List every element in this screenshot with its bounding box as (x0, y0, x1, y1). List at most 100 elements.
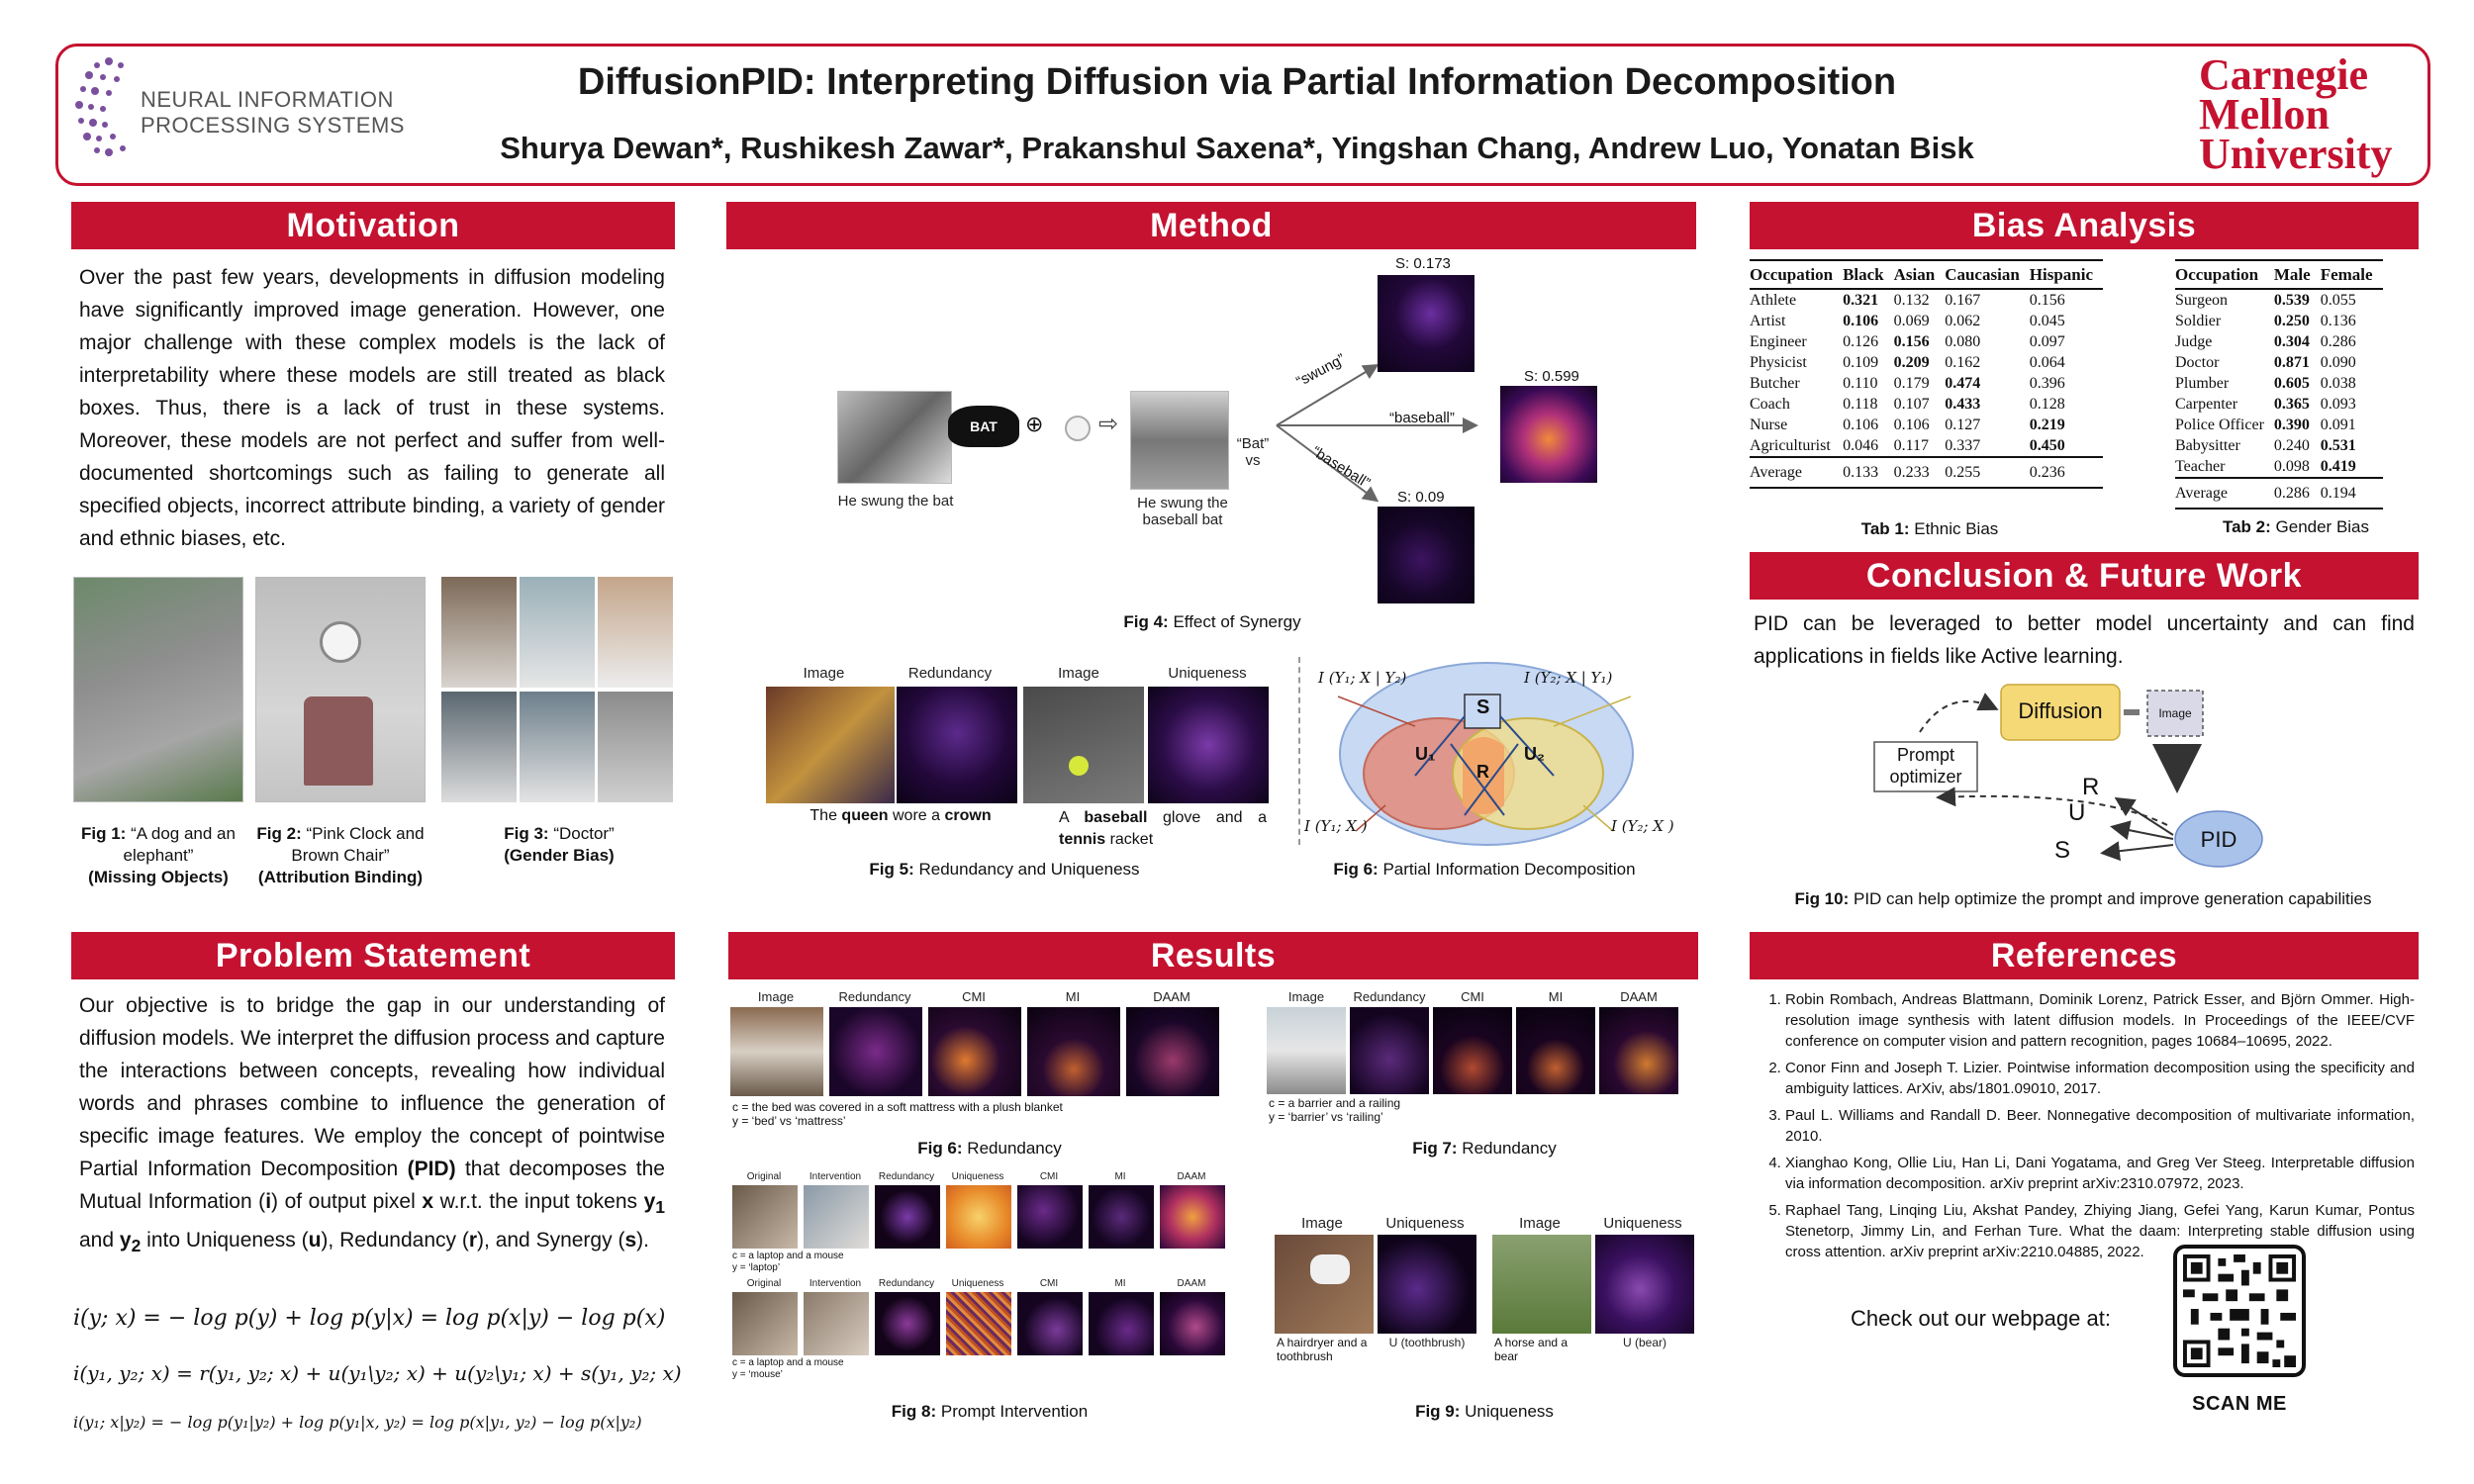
ethnic-table-cell: 0.219 (2029, 417, 2065, 433)
gender-table-cell: Judge (2175, 333, 2213, 350)
res-fig6-caption: Fig 6: Redundancy (851, 1138, 1128, 1159)
neurips-logo-icon (75, 57, 126, 156)
gender-average-row: Average 0.286 0.194 (2175, 477, 2383, 510)
doctor-image-4 (441, 692, 517, 802)
fig6-label-r: R (1476, 762, 1489, 782)
cmu-line-2: Mellon (2199, 90, 2330, 139)
res-fig6-note2: y = ‘bed’ vs ‘mattress’ (732, 1114, 846, 1128)
fig5-uniqueness-heatmap (1148, 687, 1269, 803)
ethnic-table-cell: Coach (1750, 396, 1790, 413)
fig6-pid-caption-text: Partial Information Decomposition (1382, 860, 1636, 879)
problem-p6: ), Redundancy ( (321, 1229, 469, 1252)
ethnic-average-cell: Average (1750, 456, 1844, 489)
scan-me-label: SCAN ME (2192, 1393, 2287, 1415)
doctor-image-3 (598, 577, 673, 688)
res-fig9-c4: U (bear) (1622, 1336, 1666, 1349)
res-fig7-caption: Fig 7: Redundancy (1366, 1138, 1603, 1159)
chair-icon (304, 696, 373, 786)
ethnic-table-row: Physicist 0.109 0.209 0.162 0.064 (1750, 352, 2103, 373)
conclusion-heading: Conclusion & Future Work (1750, 552, 2419, 600)
qr-code[interactable] (2173, 1245, 2306, 1377)
fig6-label-bot-right: I (Y₂; X ) (1611, 817, 1674, 835)
equation-2: i(y₁, y₂; x) = r(y₁, y₂; x) + u(y₁\y₂; x… (73, 1361, 682, 1385)
ethnic-table-cell: 0.209 (1893, 354, 1930, 371)
ethnic-table-row: Coach 0.118 0.107 0.433 0.128 (1750, 394, 2103, 415)
gender-table-cell: 0.390 (2273, 417, 2310, 433)
fig4-bat-animal-image (837, 391, 952, 484)
ethnic-table-cell: 0.046 (1843, 437, 1879, 454)
gender-table-cell: 0.090 (2320, 354, 2356, 371)
problem-p2: that decomposes the Mutual Information ( (79, 1158, 665, 1213)
res-fig8-h4: CMI (1039, 1171, 1059, 1182)
ethnic-col-header: Caucasian (1945, 259, 2030, 290)
fig5-cr-baseball: baseball (1084, 809, 1148, 826)
ethnic-table-cell: 0.450 (2029, 437, 2065, 454)
fig6-label-bot-left: I (Y₁; X ) (1304, 817, 1368, 835)
poster-authors: Shurya Dewan*, Rushikesh Zawar*, Prakans… (500, 131, 1974, 165)
ethnic-table-row: Athlete 0.321 0.132 0.167 0.156 (1750, 289, 2103, 311)
fig3-doctor-grid (441, 577, 673, 802)
res-fig8-daam-1 (1160, 1185, 1225, 1249)
ethnic-col-header: Black (1843, 259, 1894, 290)
res-fig7-railing-image (1267, 1007, 1346, 1094)
cmu-line-3: University (2199, 130, 2393, 178)
ethnic-table-cell: 0.156 (1893, 333, 1930, 350)
gender-table-row: Soldier 0.250 0.136 (2175, 311, 2383, 331)
references-list: Robin Rombach, Andreas Blattmann, Domini… (1771, 989, 2415, 1268)
fig10-image-label: Image (2158, 706, 2192, 720)
webpage-text: Check out our webpage at: (1851, 1306, 2111, 1331)
problem-s: s (624, 1229, 637, 1252)
fig5-cr-2: glove and a (1162, 809, 1267, 826)
res-fig8-r2-h4: CMI (1039, 1278, 1059, 1289)
clock-icon (320, 621, 361, 663)
res-fig6-caption-text: Redundancy (967, 1139, 1062, 1158)
fig10-caption: Fig 10: PID can help optimize the prompt… (1752, 888, 2415, 910)
fig1-elephant-image (73, 577, 243, 802)
ethnic-table-cell: Agriculturist (1750, 437, 1831, 454)
tab2-caption-text: Gender Bias (2275, 517, 2370, 536)
ethnic-table-cell: 0.156 (2029, 292, 2065, 309)
reference-item: Robin Rombach, Andreas Blattmann, Domini… (1785, 989, 2415, 1052)
gender-table-cell: 0.286 (2320, 333, 2356, 350)
tab1-caption-text: Ethnic Bias (1914, 519, 1999, 538)
res-fig7-caption-text: Redundancy (1462, 1139, 1557, 1158)
fig5-cr-3: racket (1109, 831, 1154, 848)
res-fig6-note1: c = the bed was covered in a soft mattre… (732, 1100, 1063, 1114)
batman-logo-text: BAT (970, 418, 998, 434)
problem-p8: ). (636, 1229, 649, 1252)
fig5-cr-tennis: tennis (1059, 831, 1106, 848)
ethnic-table-cell: 0.396 (2029, 375, 2065, 392)
fig5-cl-queen: queen (841, 807, 889, 824)
header-banner (55, 44, 2430, 186)
res-fig7-h0: Image (1287, 989, 1325, 1004)
res-fig8-h2: Redundancy (878, 1171, 935, 1182)
method-divider (1298, 657, 1300, 845)
gender-table-row: Doctor 0.871 0.090 (2175, 352, 2383, 373)
res-fig8-r2-h3: Uniqueness (951, 1278, 1004, 1289)
gender-table-cell: 0.419 (2320, 458, 2356, 475)
res-fig8-uniqueness-1 (946, 1185, 1011, 1249)
ethnic-average-row: Average 0.133 0.233 0.255 0.236 (1750, 456, 2104, 489)
problem-text: Our objective is to bridge the gap in ou… (79, 989, 665, 1262)
ethnic-table-cell: 0.179 (1893, 375, 1930, 392)
res-fig8-intervention-2 (804, 1292, 869, 1355)
fig5-cl-2: wore a (893, 807, 941, 824)
res-fig9-c1: A hairdryer and a toothbrush (1277, 1336, 1367, 1363)
problem-p3: ) of output pixel (271, 1190, 416, 1213)
cmu-logo: Carnegie Mellon University (2199, 53, 2393, 178)
doctor-image-6 (598, 692, 673, 802)
res-fig8-r2-h1: Intervention (809, 1278, 862, 1289)
fig4-baseball-player-image (1130, 391, 1229, 490)
fig10-diagram (1873, 684, 2263, 868)
motivation-text: Over the past few years, developments in… (79, 266, 665, 550)
reference-item: Conor Finn and Joseph T. Lizier. Pointwi… (1785, 1058, 2415, 1099)
fig1-text: “A dog and an elephant” (123, 824, 236, 865)
ethnic-table-cell: Nurse (1750, 417, 1788, 433)
fig5-cl-crown: crown (944, 807, 992, 824)
fig5-cl-1: The (809, 807, 837, 824)
ethnic-table-cell: 0.337 (1945, 437, 1981, 454)
res-fig6-cmi-map (928, 1007, 1021, 1096)
res-fig7-redundancy-map (1350, 1007, 1429, 1094)
res-fig8-headers-2: Original Intervention Redundancy Uniquen… (728, 1278, 1223, 1292)
res-fig9-h0: Image (1301, 1215, 1343, 1232)
